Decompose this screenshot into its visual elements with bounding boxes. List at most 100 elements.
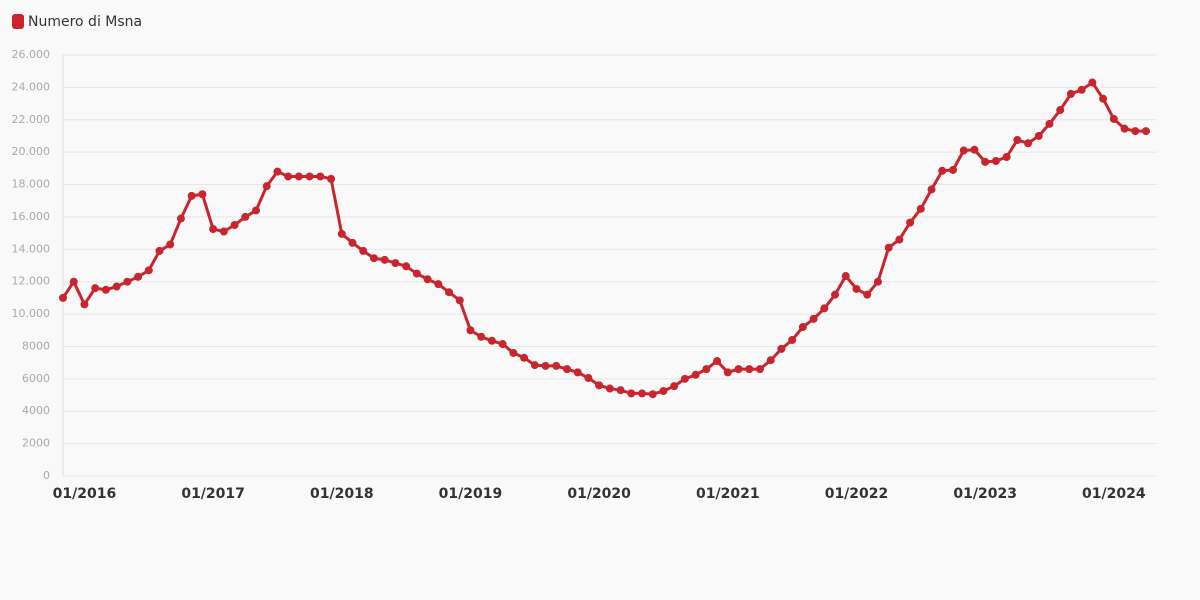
data-point — [948, 165, 957, 174]
x-tick-label: 01/2024 — [1082, 486, 1146, 502]
data-point — [798, 323, 807, 332]
y-tick-label: 2000 — [22, 437, 50, 450]
data-point — [1077, 85, 1086, 94]
data-point — [573, 368, 582, 377]
data-point — [1002, 153, 1011, 162]
data-point — [734, 365, 743, 374]
data-point — [176, 214, 185, 223]
data-point — [509, 348, 518, 357]
data-point — [788, 335, 797, 344]
data-point — [831, 290, 840, 299]
data-point — [59, 293, 67, 302]
y-tick-label: 12.000 — [12, 275, 51, 288]
y-tick-label: 20.000 — [12, 145, 51, 158]
data-point — [487, 336, 496, 345]
data-point — [1013, 136, 1022, 145]
data-point — [1088, 78, 1097, 87]
data-point — [123, 277, 132, 286]
data-point — [605, 384, 614, 393]
data-point — [809, 314, 818, 323]
data-point — [584, 374, 593, 383]
data-point — [305, 172, 314, 181]
x-tick-label: 01/2017 — [181, 486, 245, 502]
data-point — [91, 284, 100, 293]
data-point — [262, 182, 271, 191]
data-point — [820, 304, 829, 313]
data-point — [884, 243, 893, 252]
data-point — [284, 172, 293, 181]
x-tick-label: 01/2019 — [439, 486, 503, 502]
data-point — [144, 266, 153, 275]
data-point — [777, 344, 786, 353]
data-point — [959, 146, 968, 155]
data-point — [659, 386, 668, 395]
data-point — [916, 204, 925, 213]
data-point — [520, 353, 529, 362]
data-point — [530, 361, 539, 370]
data-point — [981, 157, 990, 166]
data-point — [873, 277, 882, 286]
y-tick-label: 8000 — [22, 339, 50, 352]
legend-swatch — [12, 14, 24, 29]
data-point — [466, 326, 475, 335]
data-point — [648, 390, 657, 399]
data-point — [230, 221, 239, 230]
data-point — [477, 332, 486, 341]
data-point — [595, 381, 604, 390]
data-point — [970, 145, 979, 154]
data-point — [134, 272, 143, 281]
data-point — [562, 365, 571, 374]
data-point — [723, 368, 732, 377]
x-tick-label: 01/2022 — [825, 486, 889, 502]
data-point — [627, 389, 636, 398]
data-point — [391, 259, 400, 268]
data-point — [680, 374, 689, 383]
data-point — [252, 206, 261, 215]
data-point — [702, 365, 711, 374]
y-tick-label: 22.000 — [12, 113, 51, 126]
data-point — [1056, 106, 1065, 115]
data-point — [991, 157, 1000, 166]
data-point — [273, 167, 282, 176]
data-point — [423, 275, 432, 284]
data-point — [1142, 127, 1150, 136]
x-tick-label: 01/2016 — [53, 486, 117, 502]
data-point — [316, 172, 325, 181]
data-point — [369, 254, 378, 263]
data-point — [927, 185, 936, 194]
data-point — [938, 166, 947, 175]
data-point — [766, 356, 775, 365]
legend-label: Numero di Msna — [28, 14, 142, 30]
data-point — [1045, 119, 1054, 128]
data-point — [638, 389, 647, 398]
data-point — [209, 225, 218, 234]
data-point — [198, 190, 207, 199]
data-point — [906, 218, 915, 227]
data-point — [691, 370, 700, 379]
data-point — [187, 191, 196, 200]
y-tick-label: 24.000 — [12, 80, 51, 93]
data-point — [294, 172, 303, 181]
y-tick-label: 4000 — [22, 404, 50, 417]
data-point — [380, 255, 389, 264]
data-point — [1066, 89, 1075, 98]
data-point — [80, 300, 89, 309]
y-tick-label: 14.000 — [12, 242, 51, 255]
data-point — [412, 269, 421, 278]
data-point — [1109, 114, 1118, 123]
data-point — [101, 285, 110, 294]
y-tick-label: 6000 — [22, 372, 50, 385]
data-point — [1099, 94, 1108, 103]
y-tick-label: 26.000 — [12, 48, 51, 61]
data-point — [1120, 124, 1129, 133]
data-point — [327, 174, 336, 183]
data-point — [841, 272, 850, 281]
data-point — [69, 277, 78, 286]
data-point — [1024, 139, 1033, 148]
data-point — [713, 357, 722, 366]
data-point — [445, 288, 454, 297]
data-point — [112, 282, 121, 291]
data-point — [755, 365, 764, 374]
